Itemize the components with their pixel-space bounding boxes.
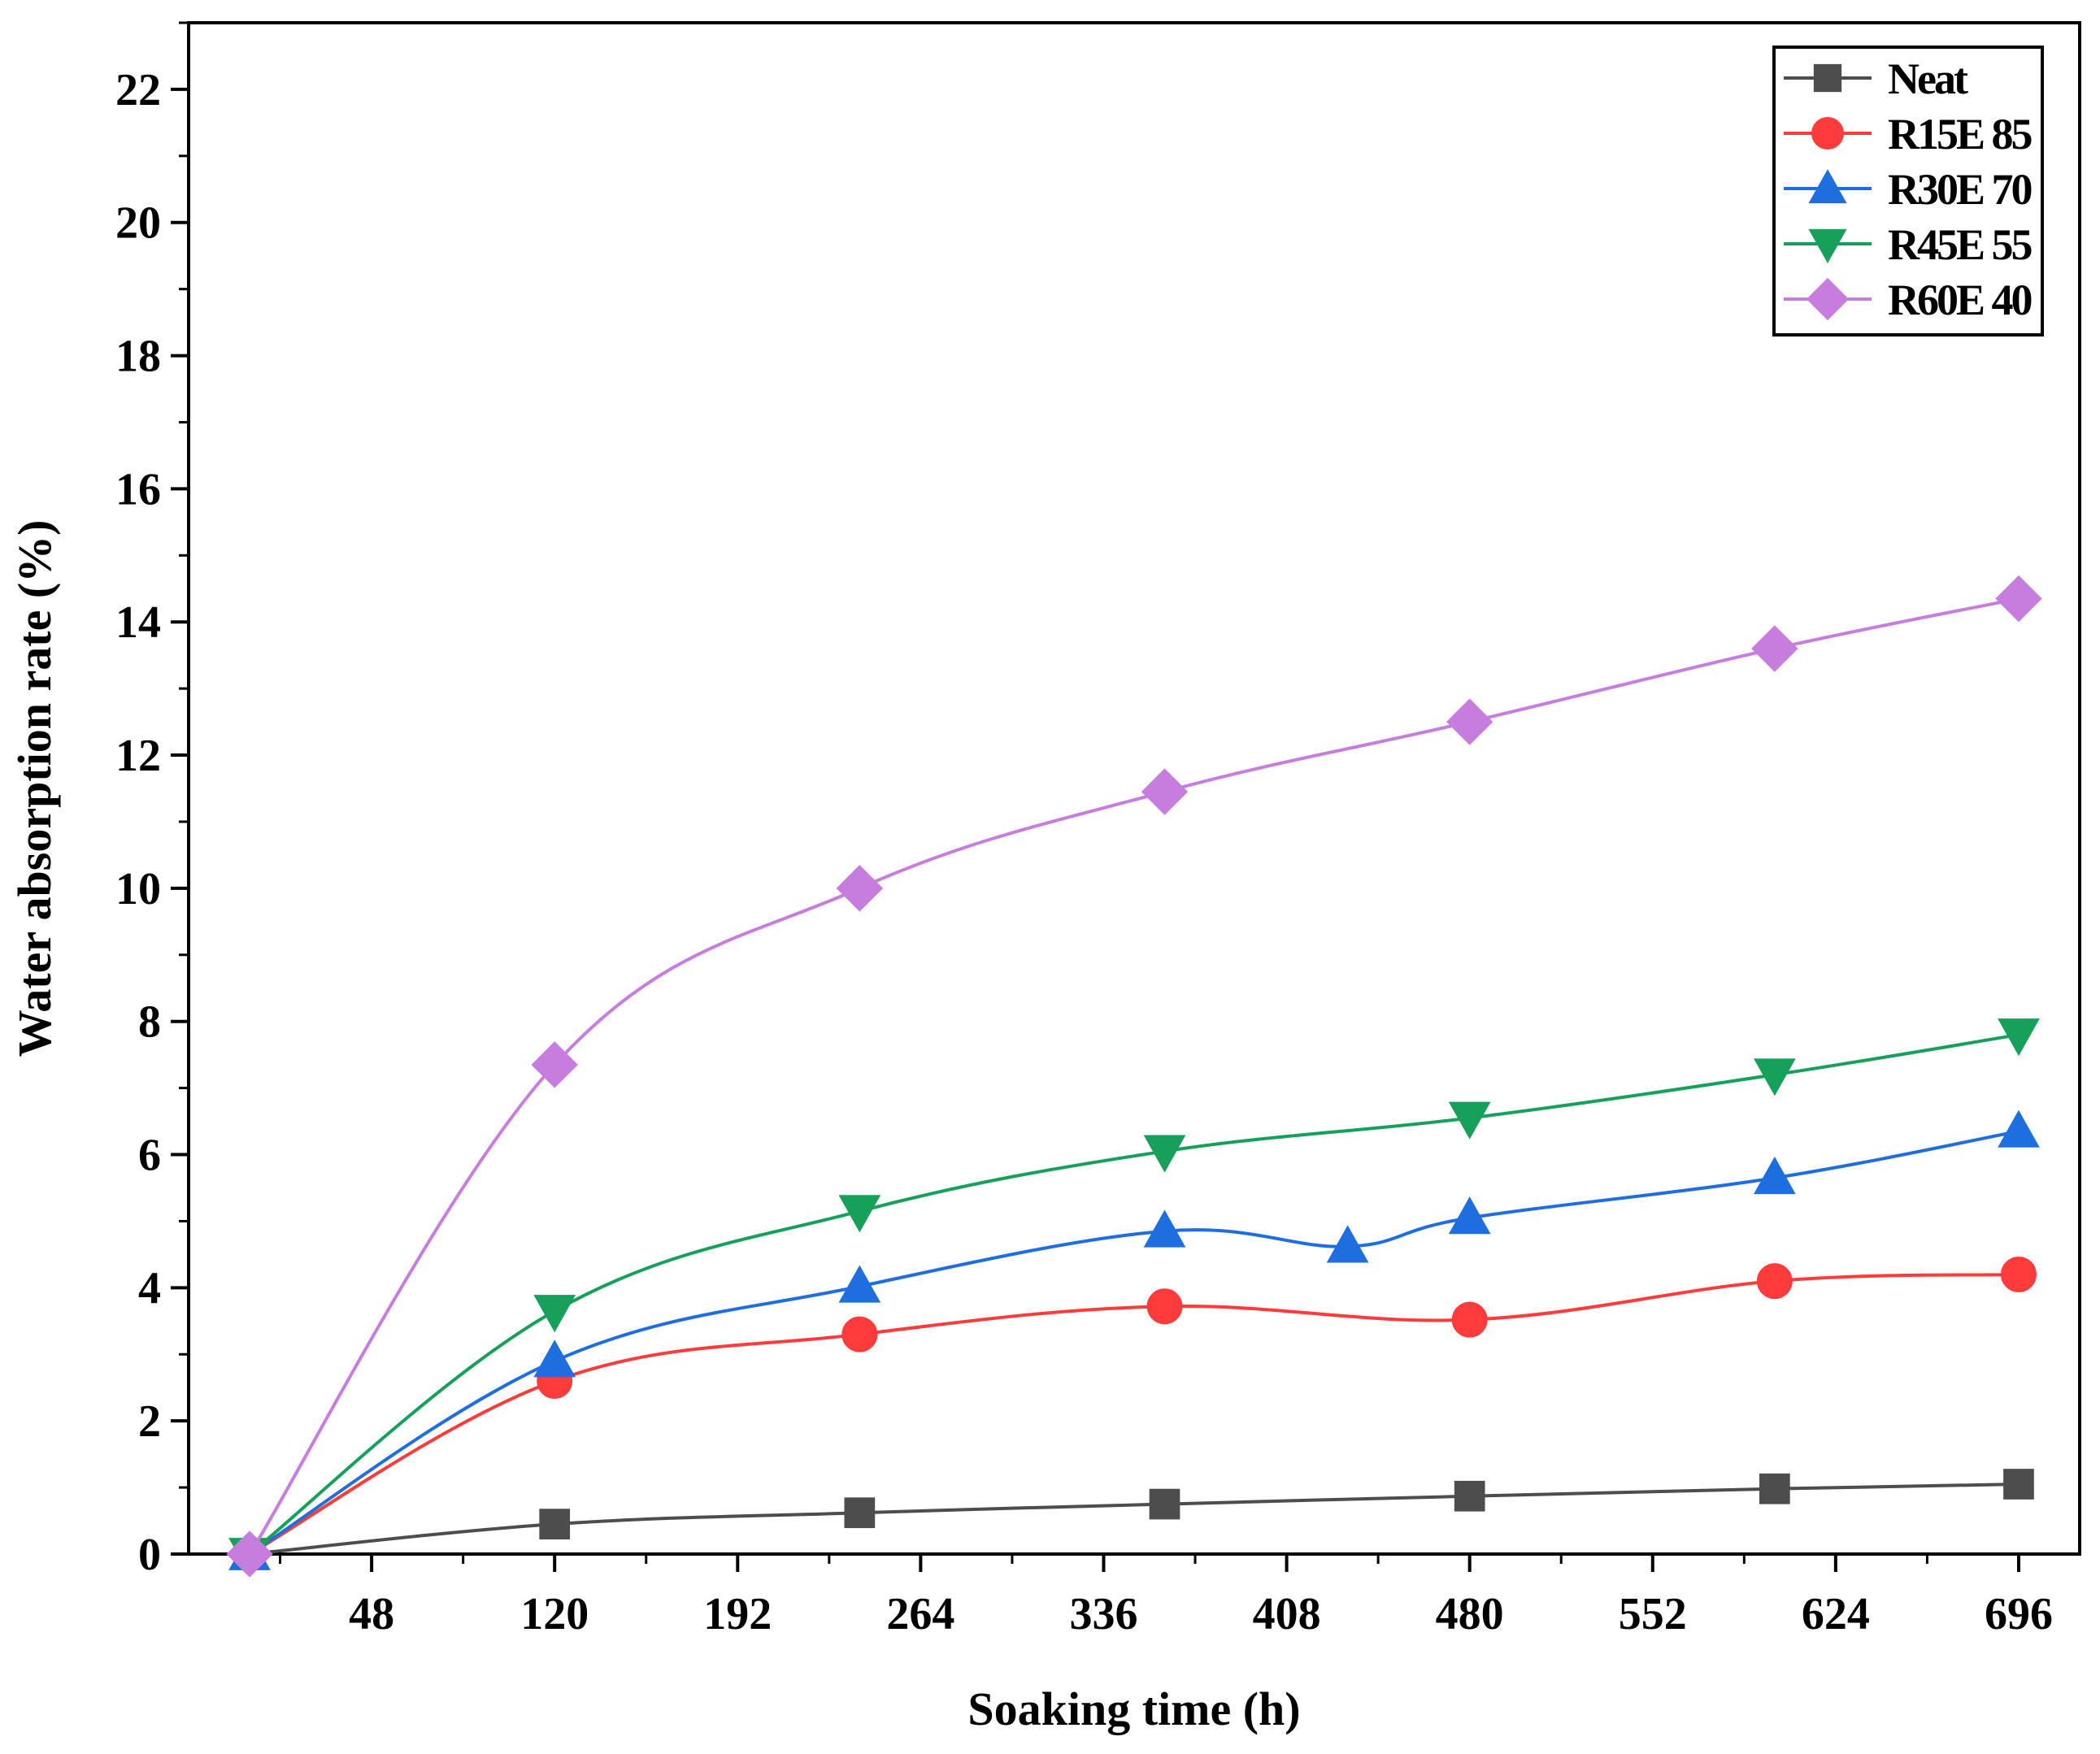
x-axis-title: Soaking time (h) bbox=[967, 1682, 1300, 1735]
y-tick-label-12: 12 bbox=[115, 731, 161, 781]
data-point-2-2 bbox=[838, 1265, 881, 1303]
data-point-0-3 bbox=[1149, 1488, 1180, 1520]
data-point-4-0 bbox=[226, 1530, 273, 1578]
legend-marker-4 bbox=[1806, 277, 1850, 321]
y-tick-label-20: 20 bbox=[115, 198, 161, 249]
x-tick-label-336: 336 bbox=[1069, 1589, 1137, 1639]
legend-label-1: R15E 85 bbox=[1888, 110, 2033, 158]
legend-label-4: R60E 40 bbox=[1888, 276, 2032, 324]
y-tick-label-8: 8 bbox=[138, 997, 161, 1048]
x-tick-label-264: 264 bbox=[886, 1589, 954, 1639]
data-point-1-2 bbox=[841, 1316, 878, 1352]
data-point-4-6 bbox=[1995, 575, 2042, 623]
series-layer bbox=[226, 575, 2042, 1578]
series-line-4 bbox=[248, 597, 2020, 1556]
y-axis-title: Water absorption rate (%) bbox=[8, 520, 61, 1057]
data-point-4-3 bbox=[1141, 768, 1189, 815]
x-tick-label-480: 480 bbox=[1436, 1589, 1504, 1639]
legend-marker-2 bbox=[1808, 169, 1847, 204]
data-point-1-3 bbox=[1146, 1288, 1183, 1325]
data-point-4-5 bbox=[1751, 625, 1798, 672]
series-line-3 bbox=[248, 1033, 2020, 1556]
data-point-2-5 bbox=[1448, 1196, 1491, 1235]
data-point-1-5 bbox=[1756, 1263, 1793, 1300]
series-4 bbox=[226, 575, 2042, 1578]
legend-label-3: R45E 55 bbox=[1888, 220, 2033, 269]
data-point-0-6 bbox=[2003, 1469, 2034, 1500]
data-point-1-4 bbox=[1451, 1301, 1488, 1338]
data-point-3-3 bbox=[1143, 1135, 1186, 1173]
x-tick-label-120: 120 bbox=[520, 1589, 589, 1639]
y-tick-label-18: 18 bbox=[115, 332, 161, 382]
x-tick-label-192: 192 bbox=[703, 1589, 772, 1639]
data-point-3-6 bbox=[1998, 1018, 2040, 1057]
y-tick-label-14: 14 bbox=[115, 597, 161, 648]
data-point-4-1 bbox=[531, 1041, 578, 1088]
data-point-3-1 bbox=[533, 1295, 576, 1333]
legend-marker-3 bbox=[1808, 228, 1847, 263]
legend-marker-1 bbox=[1811, 117, 1844, 150]
legend-label-2: R30E 70 bbox=[1888, 165, 2032, 214]
x-tick-label-696: 696 bbox=[1985, 1589, 2053, 1639]
x-tick-label-48: 48 bbox=[349, 1589, 394, 1639]
data-point-3-5 bbox=[1753, 1058, 1796, 1096]
data-point-1-6 bbox=[2000, 1256, 2037, 1292]
plot-frame bbox=[187, 21, 2081, 1556]
data-point-2-1 bbox=[533, 1339, 576, 1378]
data-point-0-1 bbox=[539, 1509, 571, 1539]
axes-layer: 0 2 4 6 8 10 12 14 16 18 20 22 48 120 192 264 336 408 480 5… bbox=[115, 21, 2081, 1639]
y-tick-label-16: 16 bbox=[115, 464, 161, 514]
y-tick-label-10: 10 bbox=[115, 864, 161, 914]
y-tick-label-0: 0 bbox=[138, 1530, 161, 1580]
y-tick-label-22: 22 bbox=[115, 65, 161, 115]
data-point-0-5 bbox=[1759, 1473, 1790, 1504]
x-tick-label-408: 408 bbox=[1253, 1589, 1321, 1639]
y-tick-label-2: 2 bbox=[138, 1396, 161, 1447]
data-point-2-3 bbox=[1143, 1209, 1186, 1248]
x-tick-label-552: 552 bbox=[1619, 1589, 1687, 1639]
data-point-2-6 bbox=[1753, 1156, 1796, 1195]
data-point-4-2 bbox=[836, 865, 884, 912]
y-tick-label-4: 4 bbox=[138, 1263, 161, 1313]
x-tick-label-624: 624 bbox=[1802, 1589, 1870, 1639]
legend-marker-0 bbox=[1813, 63, 1842, 93]
data-point-0-4 bbox=[1454, 1480, 1485, 1512]
y-tick-label-6: 6 bbox=[138, 1131, 161, 1181]
data-point-3-2 bbox=[838, 1195, 881, 1233]
legend: Neat R15E 85 R30E 70 R45E 55 R60E 40 bbox=[1772, 46, 2044, 336]
legend-label-0: Neat bbox=[1888, 54, 1968, 103]
data-point-4-4 bbox=[1446, 698, 1493, 745]
data-point-0-2 bbox=[844, 1497, 876, 1529]
data-point-2-4 bbox=[1326, 1225, 1369, 1263]
data-point-2-7 bbox=[1998, 1109, 2040, 1148]
data-point-3-4 bbox=[1448, 1101, 1491, 1140]
